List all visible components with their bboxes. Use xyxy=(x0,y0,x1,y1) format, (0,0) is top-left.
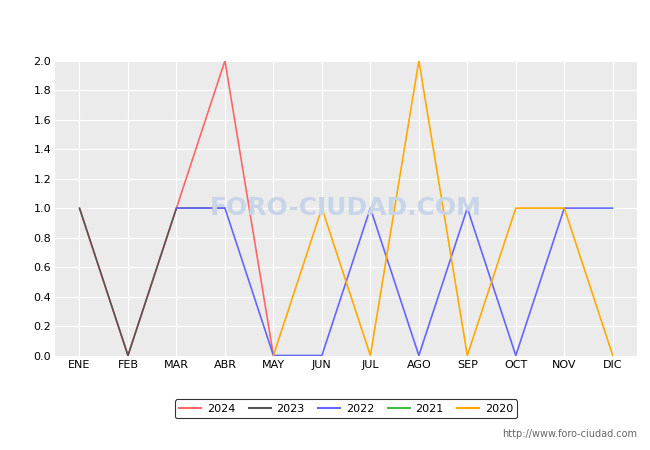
Text: Matriculaciones de Vehiculos en Becedas: Matriculaciones de Vehiculos en Becedas xyxy=(167,9,483,24)
Text: FORO-CIUDAD.COM: FORO-CIUDAD.COM xyxy=(210,196,482,220)
Legend: 2024, 2023, 2022, 2021, 2020: 2024, 2023, 2022, 2021, 2020 xyxy=(175,399,517,418)
Text: http://www.foro-ciudad.com: http://www.foro-ciudad.com xyxy=(502,429,637,439)
